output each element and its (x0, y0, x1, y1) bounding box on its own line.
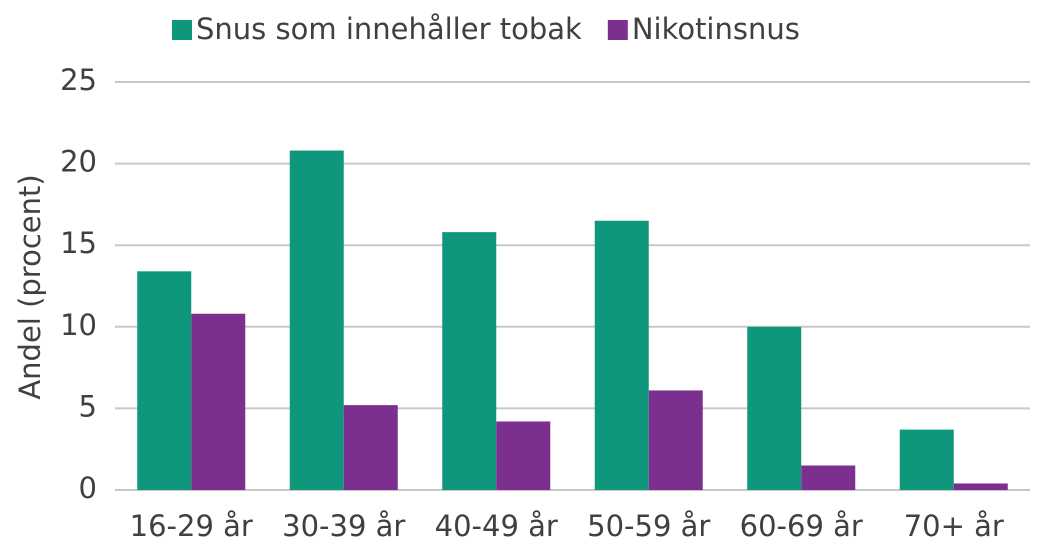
x-tick-label: 60-69 år (740, 509, 863, 543)
legend-swatch (172, 20, 192, 40)
y-axis-label: Andel (procent) (13, 174, 47, 399)
x-tick-label: 16-29 år (130, 509, 253, 543)
y-tick-label: 15 (60, 226, 97, 260)
bar (191, 313, 246, 490)
bar (137, 271, 192, 490)
y-tick-label: 5 (79, 389, 97, 423)
bar (343, 405, 398, 490)
y-tick-label: 10 (60, 308, 97, 342)
x-tick-label: 50-59 år (587, 509, 710, 543)
bar (899, 429, 954, 490)
x-tick-label: 70+ år (904, 509, 1004, 543)
bar (442, 232, 497, 491)
bar (953, 483, 1008, 490)
bar (289, 150, 344, 490)
x-tick-label: 30-39 år (282, 509, 405, 543)
legend-swatch (607, 20, 628, 40)
legend-label: Nikotinsnus (632, 12, 800, 46)
y-tick-label: 20 (60, 145, 97, 179)
x-tick-label: 40-49 år (435, 509, 558, 543)
bar (496, 421, 551, 490)
y-tick-label: 25 (60, 63, 97, 97)
bar (747, 326, 802, 490)
legend-label: Snus som innehåller tobak (196, 12, 582, 46)
bar (648, 390, 703, 490)
bar (594, 220, 649, 490)
bar (801, 465, 856, 490)
y-tick-label: 0 (79, 471, 97, 505)
